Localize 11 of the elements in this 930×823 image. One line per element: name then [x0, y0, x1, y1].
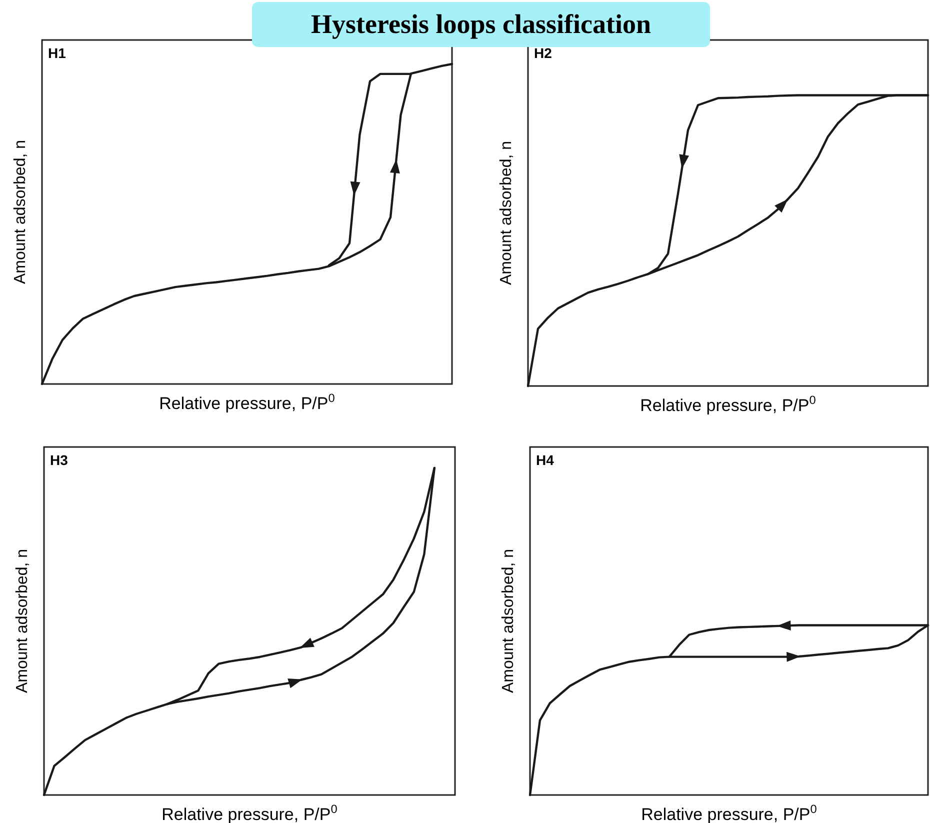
y-axis-title: Amount adsorbed, n — [14, 548, 31, 694]
y-axis-title: Amount adsorbed, n — [500, 548, 517, 694]
x-axis-title: Relative pressure, P/P$^{0}$ — [640, 393, 816, 415]
y-axis-title: Amount adsorbed, n — [12, 140, 29, 284]
chart-title: H1 — [48, 45, 66, 61]
x-axis-title: Relative pressure, P/P$^{0}$ — [159, 391, 336, 413]
text: Hysteresis loops classification — [311, 9, 651, 39]
y-axis-title: Amount adsorbed, n — [498, 140, 515, 286]
chart-title: H2 — [534, 45, 552, 61]
chart-title: H3 — [50, 452, 68, 468]
chart-title: H4 — [536, 452, 554, 468]
